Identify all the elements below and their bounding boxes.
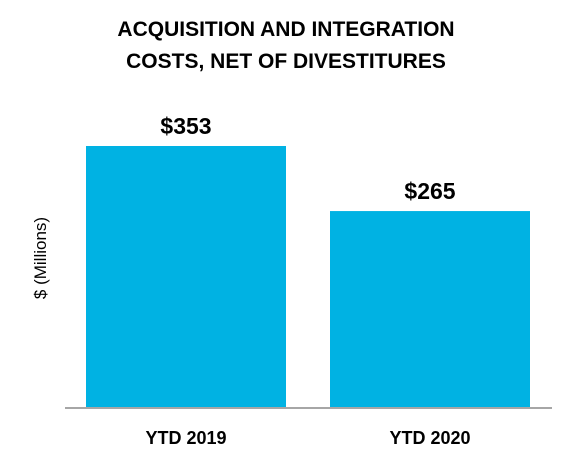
chart-title-line-1: ACQUISITION AND INTEGRATION [117, 18, 454, 41]
chart-title-line-2: COSTS, NET OF DIVESTITURES [126, 50, 446, 73]
x-tick-label: YTD 2019 [145, 428, 226, 448]
data-label: $265 [404, 178, 455, 204]
x-tick-label: YTD 2020 [389, 428, 470, 448]
bar-ytd-2019 [86, 146, 286, 407]
bar-ytd-2020 [330, 211, 530, 407]
data-label: $353 [160, 113, 211, 139]
y-axis-label: $ (Millions) [31, 217, 50, 299]
bars: $353 YTD 2019 $265 YTD 2020 [86, 113, 530, 448]
